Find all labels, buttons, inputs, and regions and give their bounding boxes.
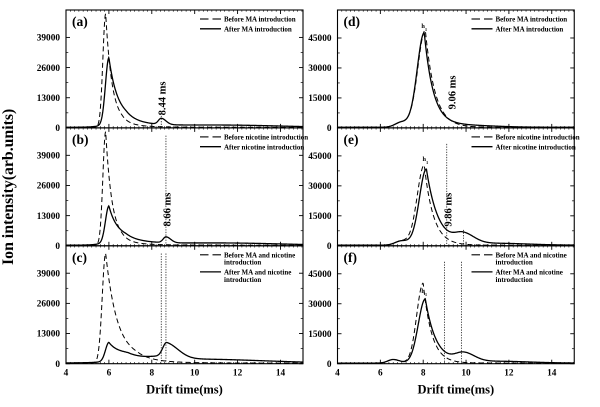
svg-text:(b): (b) <box>72 132 89 147</box>
svg-text:introduction: introduction <box>224 276 261 284</box>
svg-text:0: 0 <box>55 242 60 252</box>
svg-text:12: 12 <box>504 369 514 379</box>
svg-text:8: 8 <box>421 369 426 379</box>
svg-text:45000: 45000 <box>308 34 332 44</box>
svg-text:13000: 13000 <box>37 212 61 222</box>
svg-text:26000: 26000 <box>37 182 61 192</box>
svg-text:13000: 13000 <box>37 330 61 340</box>
svg-text:6: 6 <box>378 369 383 379</box>
svg-text:After MA introduction: After MA introduction <box>496 25 564 33</box>
svg-text:14: 14 <box>547 369 557 379</box>
svg-text:12: 12 <box>233 369 243 379</box>
svg-text:6: 6 <box>107 369 112 379</box>
svg-text:Before MA introduction: Before MA introduction <box>224 16 296 24</box>
svg-text:45000: 45000 <box>308 270 332 280</box>
svg-text:Ion intensity(arb.units): Ion intensity(arb.units) <box>0 109 17 265</box>
svg-text:10: 10 <box>461 369 471 379</box>
svg-text:Drift time(ms): Drift time(ms) <box>418 383 495 397</box>
svg-text:26000: 26000 <box>37 300 61 310</box>
svg-text:0: 0 <box>55 124 60 134</box>
svg-text:(e): (e) <box>344 132 359 147</box>
svg-text:30000: 30000 <box>308 300 332 310</box>
svg-text:Drift time(ms): Drift time(ms) <box>146 383 223 397</box>
svg-text:39000: 39000 <box>37 152 61 162</box>
svg-text:8: 8 <box>149 369 154 379</box>
svg-text:9.06 ms: 9.06 ms <box>448 75 459 109</box>
svg-text:Before MA introduction: Before MA introduction <box>496 16 568 24</box>
svg-text:45000: 45000 <box>308 152 332 162</box>
svg-text:8.44 ms: 8.44 ms <box>158 82 169 116</box>
svg-text:14: 14 <box>276 369 286 379</box>
svg-text:39000: 39000 <box>37 269 61 279</box>
svg-text:introduction: introduction <box>224 259 261 267</box>
svg-text:introduction: introduction <box>496 259 533 267</box>
svg-text:4: 4 <box>335 369 340 379</box>
svg-text:10: 10 <box>190 369 200 379</box>
svg-text:30000: 30000 <box>308 64 332 74</box>
svg-text:30000: 30000 <box>308 182 332 192</box>
svg-text:Before nicotine introduction: Before nicotine introduction <box>496 134 580 142</box>
svg-text:15000: 15000 <box>308 94 332 104</box>
svg-text:15000: 15000 <box>308 212 332 222</box>
svg-text:0: 0 <box>55 360 60 370</box>
svg-text:8.66 ms: 8.66 ms <box>162 193 173 227</box>
svg-text:26000: 26000 <box>37 64 61 74</box>
svg-text:39000: 39000 <box>37 34 61 44</box>
svg-text:After MA introduction: After MA introduction <box>224 25 292 33</box>
svg-text:Before nicotine introduction: Before nicotine introduction <box>224 134 308 142</box>
svg-text:After nicotine introduction: After nicotine introduction <box>496 143 576 151</box>
svg-text:After nicotine introduction: After nicotine introduction <box>224 143 304 151</box>
svg-text:(a): (a) <box>72 14 88 29</box>
svg-text:(f): (f) <box>344 250 358 265</box>
svg-text:(c): (c) <box>72 250 87 265</box>
svg-text:15000: 15000 <box>308 330 332 340</box>
svg-text:0: 0 <box>327 124 332 134</box>
svg-text:introduction: introduction <box>496 276 533 284</box>
svg-text:0: 0 <box>327 360 332 370</box>
svg-text:4: 4 <box>64 369 69 379</box>
svg-text:13000: 13000 <box>37 94 61 104</box>
svg-text:9.86 ms: 9.86 ms <box>443 193 454 227</box>
svg-text:(d): (d) <box>344 14 361 29</box>
svg-text:0: 0 <box>327 242 332 252</box>
